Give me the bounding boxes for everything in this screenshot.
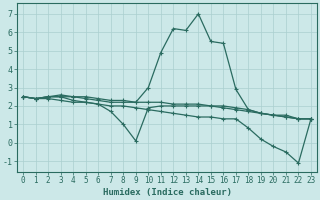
X-axis label: Humidex (Indice chaleur): Humidex (Indice chaleur) (103, 188, 232, 197)
